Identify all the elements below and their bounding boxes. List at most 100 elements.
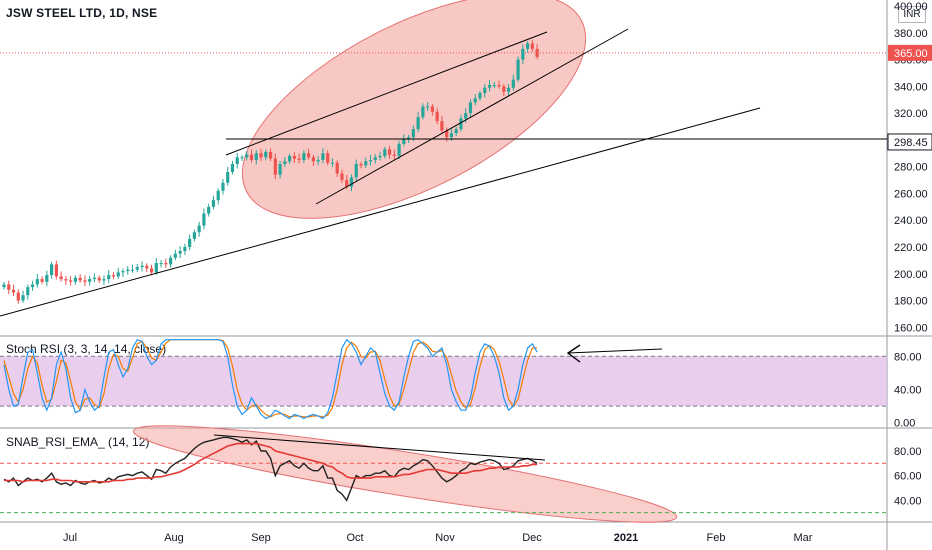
candle-body	[440, 121, 444, 131]
candle-body	[378, 155, 382, 158]
chart-title: JSW STEEL LTD, 1D, NSE	[6, 6, 158, 20]
candle-body	[421, 106, 425, 118]
candle-body	[7, 284, 11, 290]
candle-body	[511, 79, 515, 88]
candle-body	[50, 264, 54, 276]
candle-body	[111, 275, 116, 277]
horizontal-level-badge: 298.45	[894, 137, 928, 149]
candle-body	[230, 163, 235, 173]
price-tick-label: 200.00	[894, 269, 928, 281]
candle-body	[330, 162, 335, 164]
currency-button[interactable]: INR	[898, 6, 926, 23]
candle-body	[411, 129, 415, 138]
arrow-head	[566, 344, 581, 363]
long-support-line	[0, 107, 761, 317]
candle-body	[183, 246, 187, 251]
candle-body	[368, 159, 373, 162]
candle-body	[169, 257, 173, 265]
candle-body	[178, 251, 182, 254]
candle-body	[468, 102, 473, 114]
candle-body	[430, 106, 434, 112]
candle-body	[92, 277, 97, 280]
candle-body	[54, 264, 58, 277]
candle-body	[487, 85, 492, 88]
candle-body	[464, 113, 468, 119]
candle-body	[387, 149, 392, 155]
candle-body	[16, 292, 20, 301]
time-tick-label: Sep	[251, 532, 271, 544]
time-tick-label: Oct	[346, 532, 363, 544]
last-price-badge-bg	[888, 44, 932, 61]
rsi-ema-line	[4, 442, 538, 483]
candle-body	[521, 48, 525, 60]
price-tick-label: 180.00	[894, 296, 928, 308]
candle-body	[245, 154, 249, 158]
candle-body	[502, 86, 506, 92]
candle-body	[97, 277, 101, 281]
candle-body	[135, 267, 139, 270]
candle-body	[349, 177, 354, 187]
horizontal-level-badge-bg	[887, 133, 932, 151]
candle-body	[116, 272, 120, 277]
candle-body	[297, 158, 301, 160]
candle-body	[21, 295, 25, 301]
candle-body	[192, 232, 196, 239]
candle-body	[102, 279, 106, 281]
candle-body	[326, 153, 330, 163]
candle-body	[302, 153, 306, 160]
candle-body	[69, 280, 73, 282]
candle-body	[216, 190, 220, 201]
candle-body	[2, 284, 6, 288]
candle-body	[64, 279, 68, 281]
candle-body	[35, 279, 39, 285]
candle-body	[335, 162, 339, 174]
candle-body	[288, 155, 292, 162]
candle-body	[340, 173, 344, 181]
candle-body	[88, 279, 92, 282]
rsi-tick-label: 60.00	[894, 471, 922, 483]
candle-body	[259, 153, 263, 158]
candle-body	[264, 151, 268, 158]
candle-body	[11, 289, 16, 293]
candle-body	[273, 158, 277, 175]
candle-body	[445, 130, 449, 138]
candle-body	[78, 277, 82, 281]
rsi-line	[3, 436, 538, 502]
time-tick-label: Mar	[794, 532, 813, 544]
candle-body	[530, 43, 534, 49]
price-tick-label: 260.00	[894, 188, 928, 200]
candle-body	[202, 213, 206, 226]
candle-body	[164, 263, 168, 265]
candle-body	[526, 43, 530, 49]
channel-lower-line	[315, 28, 629, 205]
candle-body	[45, 275, 49, 282]
candle-body	[30, 284, 35, 288]
price-tick-label: 240.00	[894, 215, 928, 227]
candle-body	[226, 172, 230, 183]
candle-body	[121, 271, 125, 273]
candle-body	[416, 117, 420, 130]
candle-body	[145, 265, 149, 269]
candle-body	[483, 87, 487, 94]
candle-body	[154, 263, 158, 273]
candle-body	[126, 269, 130, 272]
candle-body	[107, 275, 111, 280]
candle-body	[364, 161, 368, 166]
candle-body	[140, 265, 144, 268]
candle-body	[173, 253, 177, 258]
candle-body	[492, 85, 496, 86]
candle-body	[83, 280, 87, 282]
stoch-tick-label: 0.00	[894, 418, 915, 430]
candle-body	[454, 129, 458, 134]
channel-upper-line	[225, 31, 548, 156]
price-tick-label: 320.00	[894, 108, 928, 120]
candle-body	[249, 154, 254, 160]
stoch-tick-label: 80.00	[894, 351, 922, 363]
candle-body	[235, 157, 239, 164]
candle-body	[149, 268, 154, 273]
candle-body	[435, 111, 439, 122]
candle-body	[535, 48, 539, 57]
arrow-shaft	[567, 348, 663, 354]
candle-body	[407, 137, 411, 139]
